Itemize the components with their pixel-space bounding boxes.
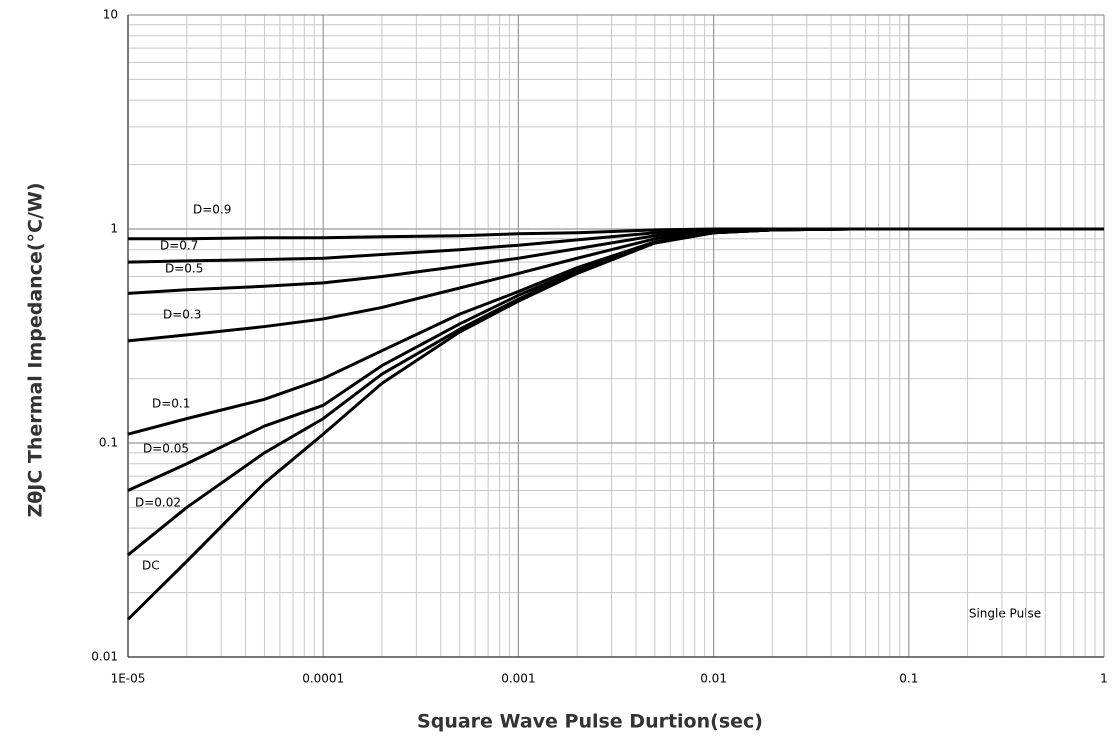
y-tick-label: 1: [110, 222, 118, 236]
series-line: [126, 227, 1104, 621]
series-label: D=0.7: [160, 239, 198, 253]
x-tick-label: 0.001: [501, 672, 535, 686]
x-tick-label: 0.01: [700, 672, 727, 686]
annotation: Single Pulse: [969, 607, 1041, 621]
series-line: [127, 227, 1104, 492]
x-tick-label: 0.1: [899, 672, 918, 686]
series-label: D=0.1: [152, 397, 190, 411]
y-axis-title: ZθJC Thermal Impedance(°C/W): [25, 182, 47, 517]
x-tick-label: 0.0001: [302, 672, 344, 686]
x-tick-label: 1E-05: [111, 672, 146, 686]
x-tick-label: 1: [1100, 672, 1108, 686]
series-label: D=0.02: [135, 496, 181, 510]
series-label: D=0.3: [163, 308, 201, 322]
series-label: D=0.5: [165, 262, 203, 276]
x-axis-title: Square Wave Pulse Durtion(sec): [417, 711, 763, 733]
y-tick-label: 10: [103, 8, 118, 22]
y-tick-label: 0.01: [91, 650, 118, 664]
y-tick-label: 0.1: [99, 436, 118, 450]
series-label: D=0.05: [143, 442, 189, 456]
series-label: DC: [142, 559, 160, 573]
series-line: [127, 227, 1104, 557]
series-label: D=0.9: [193, 203, 231, 217]
